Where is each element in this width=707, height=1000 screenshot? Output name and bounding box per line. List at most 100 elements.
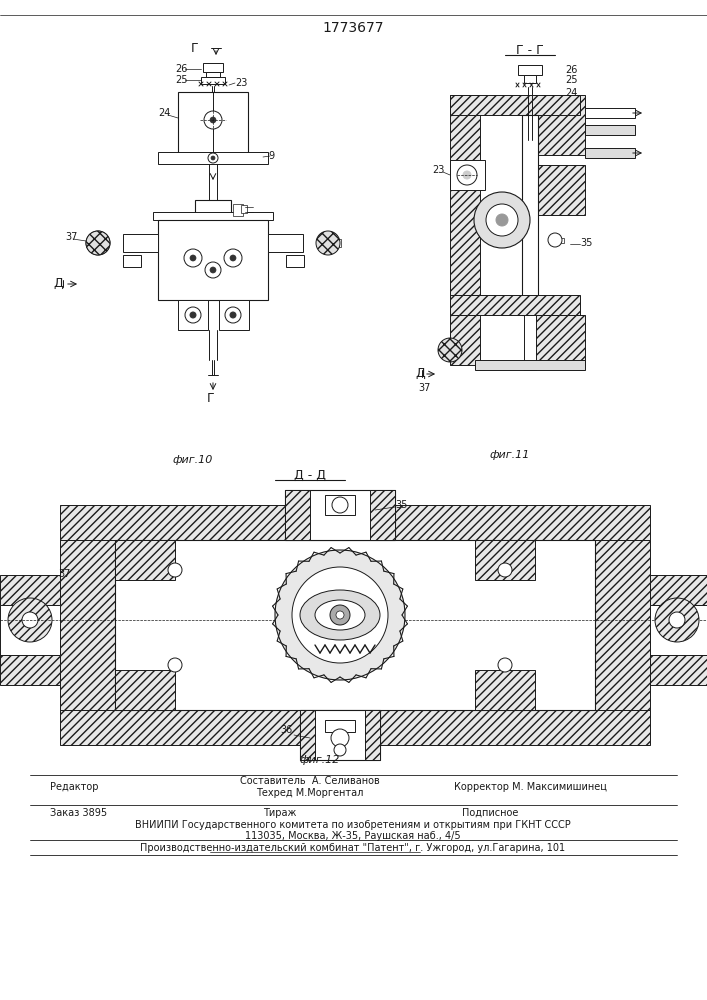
Text: 35: 35 — [580, 238, 592, 248]
Circle shape — [438, 338, 462, 362]
Circle shape — [669, 612, 685, 628]
Text: Г: Г — [207, 391, 215, 404]
Circle shape — [474, 192, 530, 248]
Circle shape — [496, 214, 508, 226]
Bar — [450, 95, 480, 295]
Text: 37: 37 — [65, 232, 77, 242]
Text: 24: 24 — [158, 108, 170, 118]
Bar — [123, 234, 158, 252]
Circle shape — [292, 567, 388, 663]
Text: 24: 24 — [565, 88, 578, 98]
Circle shape — [463, 171, 471, 179]
Text: 25: 25 — [565, 75, 578, 85]
Circle shape — [185, 307, 201, 323]
Text: 23: 23 — [432, 165, 445, 175]
Circle shape — [332, 497, 348, 513]
Bar — [0, 605, 60, 655]
Text: 37: 37 — [418, 383, 431, 393]
Bar — [475, 670, 535, 710]
Bar — [650, 575, 707, 605]
Ellipse shape — [315, 600, 365, 630]
Circle shape — [168, 658, 182, 672]
Circle shape — [22, 612, 38, 628]
Text: 1773677: 1773677 — [322, 21, 384, 35]
Text: Г - Г: Г - Г — [516, 43, 544, 56]
Bar — [300, 710, 315, 760]
Bar — [0, 575, 60, 605]
Circle shape — [184, 249, 202, 267]
Bar — [0, 655, 60, 685]
Bar — [325, 495, 355, 515]
Text: 35: 35 — [395, 500, 407, 510]
Text: фиг.10: фиг.10 — [173, 455, 214, 465]
Bar — [370, 490, 395, 540]
Ellipse shape — [300, 590, 380, 640]
Bar — [475, 360, 585, 370]
Text: Подписное: Подписное — [462, 808, 518, 818]
Circle shape — [225, 307, 241, 323]
Circle shape — [86, 231, 110, 255]
Bar — [524, 315, 536, 370]
Text: 26: 26 — [175, 64, 187, 74]
Text: Редактор: Редактор — [50, 782, 98, 792]
Bar — [450, 295, 580, 315]
Bar — [60, 710, 650, 745]
Circle shape — [548, 233, 562, 247]
Circle shape — [230, 255, 236, 261]
Circle shape — [224, 249, 242, 267]
Circle shape — [211, 156, 215, 160]
Bar — [475, 540, 535, 580]
Text: Корректор М. Максимишинец: Корректор М. Максимишинец — [453, 782, 607, 792]
Text: 26: 26 — [565, 65, 578, 75]
Bar — [286, 255, 304, 267]
Bar — [522, 115, 538, 315]
Bar — [535, 95, 585, 155]
Text: Тираж: Тираж — [263, 808, 297, 818]
Circle shape — [457, 165, 477, 185]
Bar — [115, 540, 595, 710]
Bar — [219, 300, 249, 330]
Text: фиг.11: фиг.11 — [490, 450, 530, 460]
Circle shape — [210, 117, 216, 123]
Text: 9: 9 — [268, 151, 274, 161]
Bar — [268, 234, 303, 252]
Text: 113035, Москва, Ж-35, Раушская наб., 4/5: 113035, Москва, Ж-35, Раушская наб., 4/5 — [245, 831, 461, 841]
Bar — [60, 540, 115, 710]
Text: Производственно-издательский комбинат "Патент", г. Ужгород, ул.Гагарина, 101: Производственно-издательский комбинат "П… — [141, 843, 566, 853]
Bar — [115, 670, 175, 710]
Bar — [535, 315, 585, 365]
Bar — [326, 239, 341, 247]
Bar — [233, 204, 243, 216]
Circle shape — [86, 231, 110, 255]
Text: 37: 37 — [58, 569, 71, 579]
Bar — [650, 605, 707, 655]
Circle shape — [8, 598, 52, 642]
Text: Техред М.Моргентал: Техред М.Моргентал — [257, 788, 363, 798]
Bar — [595, 540, 650, 710]
Circle shape — [316, 231, 340, 255]
Circle shape — [486, 204, 518, 236]
Bar — [450, 315, 480, 365]
Text: 36: 36 — [280, 725, 292, 735]
Circle shape — [330, 605, 350, 625]
Bar — [123, 255, 141, 267]
Bar — [518, 65, 542, 75]
Bar — [450, 95, 580, 115]
Circle shape — [331, 729, 349, 747]
Bar — [203, 63, 223, 72]
Bar — [585, 125, 635, 135]
Circle shape — [498, 563, 512, 577]
Text: Д: Д — [415, 366, 425, 379]
Circle shape — [190, 312, 196, 318]
Bar — [524, 75, 536, 83]
Bar — [585, 148, 635, 158]
Bar — [158, 220, 268, 300]
Bar — [60, 505, 650, 540]
Circle shape — [498, 658, 512, 672]
Circle shape — [230, 312, 236, 318]
Bar — [585, 108, 635, 118]
Bar — [450, 160, 485, 190]
Bar — [158, 152, 268, 164]
Bar — [285, 490, 310, 540]
Circle shape — [205, 262, 221, 278]
